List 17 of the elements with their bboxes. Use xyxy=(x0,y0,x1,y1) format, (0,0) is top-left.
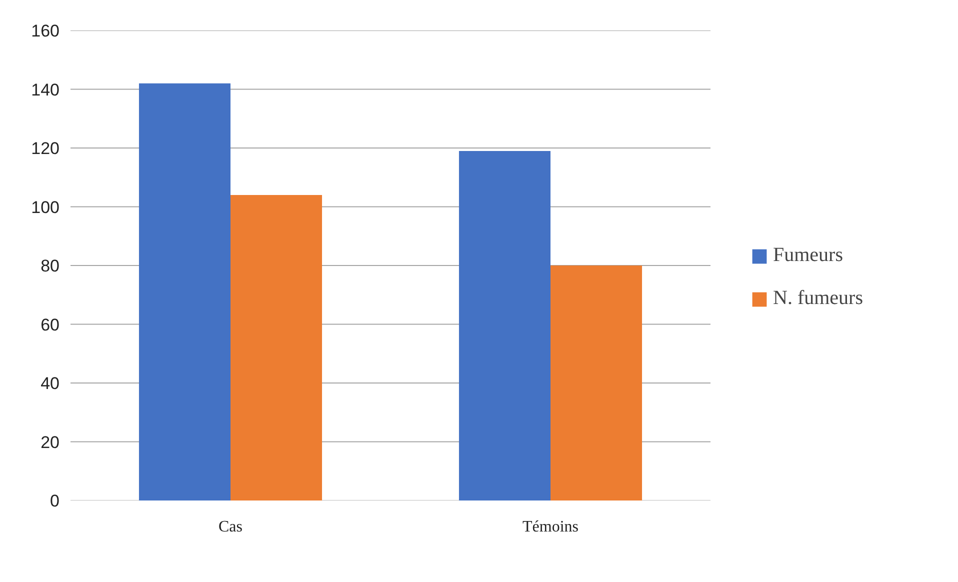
y-tick-label: 160 xyxy=(31,22,60,40)
legend-label: Fumeurs xyxy=(773,244,843,267)
y-tick-label: 140 xyxy=(31,80,60,100)
bar xyxy=(458,150,550,500)
bar xyxy=(550,266,642,500)
x-tick-label: Cas xyxy=(218,518,242,536)
bar xyxy=(138,83,230,500)
y-tick-label: 0 xyxy=(50,492,60,510)
y-tick-label: 60 xyxy=(40,315,60,334)
y-tick-label: 40 xyxy=(40,374,60,393)
legend-label: N. fumeurs xyxy=(773,287,863,310)
y-tick-label: 100 xyxy=(31,198,60,217)
y-tick-label: 20 xyxy=(40,432,60,452)
x-tick-label: Témoins xyxy=(522,518,579,536)
y-tick-label: 80 xyxy=(40,256,60,276)
bar xyxy=(230,195,322,500)
y-tick-label: 120 xyxy=(31,139,60,158)
